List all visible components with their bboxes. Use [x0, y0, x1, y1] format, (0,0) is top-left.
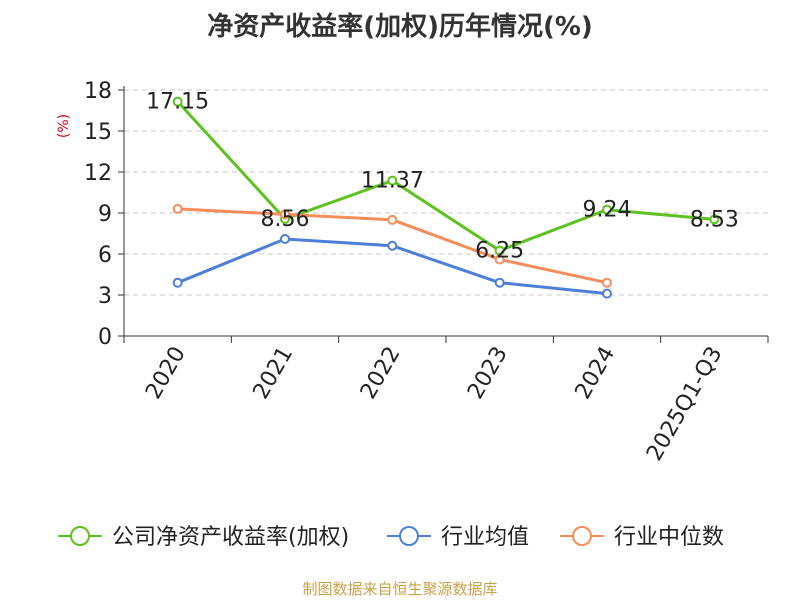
data-point	[387, 240, 398, 251]
y-tick-label: 3	[98, 284, 112, 309]
legend-marker	[572, 526, 592, 546]
legend-marker	[70, 526, 90, 546]
data-point	[387, 214, 398, 225]
data-point	[172, 96, 183, 107]
data-point	[602, 204, 612, 215]
y-tick-label: 15	[84, 120, 112, 145]
series-line	[176, 100, 715, 253]
data-point	[602, 288, 612, 299]
data-label: 11.37	[361, 169, 424, 194]
x-tick-label: 2025Q1-Q3	[642, 343, 727, 466]
x-tick-label: 2023	[463, 342, 513, 403]
data-point	[387, 175, 398, 186]
data-point	[172, 277, 183, 288]
legend-label: 行业中位数	[614, 525, 724, 550]
data-point	[280, 233, 290, 244]
y-axis-title: (%)	[56, 114, 72, 138]
x-tick-label: 2021	[249, 343, 299, 404]
legend-marker	[399, 526, 419, 546]
y-tick-label: 18	[84, 79, 112, 104]
data-point	[602, 277, 612, 288]
data-label: 9.24	[583, 198, 632, 223]
x-tick-label: 2024	[571, 343, 621, 404]
chart-title: 净资产收益率(加权)历年情况(%)	[207, 12, 593, 42]
data-point	[494, 277, 505, 288]
y-tick-label: 0	[98, 325, 112, 350]
data-label: 6.25	[475, 239, 524, 264]
y-tick-label: 6	[98, 243, 112, 268]
x-tick-label: 2022	[356, 343, 406, 404]
data-label: 8.56	[261, 207, 310, 232]
legend-label: 公司净资产收益率(加权)	[112, 525, 349, 550]
data-point	[709, 214, 720, 225]
data-point	[172, 203, 183, 214]
y-tick-label: 9	[98, 202, 112, 227]
legend-label: 行业均值	[441, 525, 529, 550]
data-point	[494, 254, 505, 265]
data-label: 8.53	[690, 207, 739, 232]
data-label: 17.15	[146, 90, 209, 115]
data-point	[280, 209, 290, 220]
y-tick-label: 12	[84, 161, 112, 186]
x-tick-label: 2020	[141, 343, 191, 404]
source-note: 制图数据来自恒生聚源数据库	[302, 580, 498, 598]
